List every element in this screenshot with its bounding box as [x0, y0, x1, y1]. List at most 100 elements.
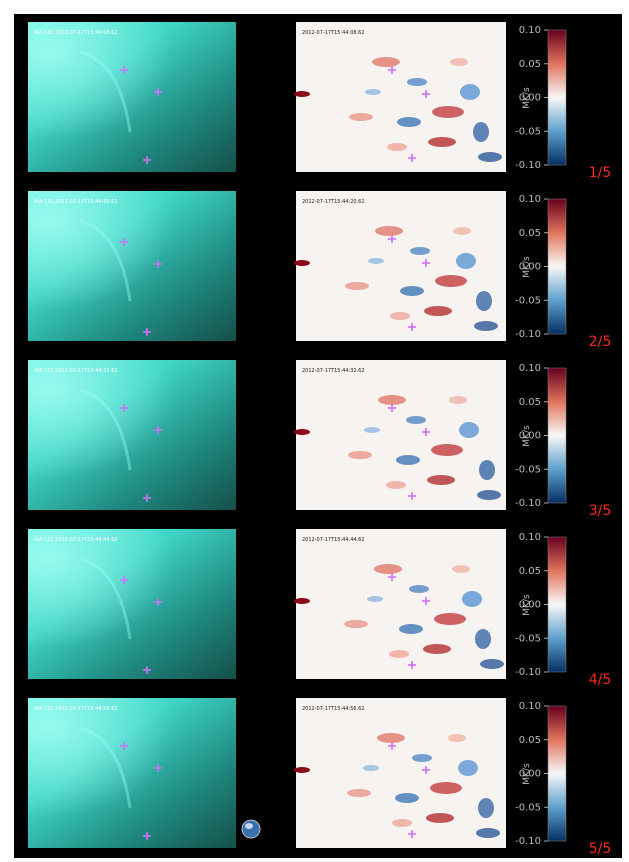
velocity-feature: [448, 734, 466, 742]
velocity-feature: [374, 564, 402, 574]
velocity-feature: [458, 760, 478, 776]
velocity-feature: [412, 754, 432, 762]
aia-glow: [28, 360, 236, 510]
frame-counter: 5/5: [589, 841, 612, 857]
colorbar-label: MK/s: [522, 87, 532, 109]
limb-feature: [294, 598, 310, 604]
colorbar-tick-label: 0.05: [519, 566, 541, 577]
velocity-feature: [363, 765, 379, 771]
velocity-feature: [377, 733, 405, 743]
velocity-feature: [456, 253, 476, 269]
colorbar-tick-label: 0.05: [519, 397, 541, 408]
velocity-feature: [476, 291, 492, 311]
velocity-feature: [386, 481, 406, 489]
map-label: 2012-07-17T15:44:08.62: [302, 30, 365, 36]
velocity-feature: [423, 644, 451, 654]
colorbar-tick-label: -0.05: [515, 295, 541, 306]
colorbar-tick-label: 0.10: [519, 363, 541, 374]
velocity-feature: [460, 84, 480, 100]
aia-label: AIA 131 2012-07-17T15:44:32.62: [34, 368, 118, 374]
velocity-feature: [410, 247, 430, 255]
earth-land: [245, 823, 253, 829]
velocity-feature: [426, 813, 454, 823]
velocity-feature: [372, 57, 400, 67]
colorbar: [548, 368, 566, 503]
map-label: 2012-07-17T15:44:20.62: [302, 199, 365, 205]
velocity-feature: [477, 490, 501, 500]
aia-glow: [28, 698, 236, 848]
velocity-feature: [396, 455, 420, 465]
colorbar-label: MK/s: [522, 594, 532, 616]
map-label: 2012-07-17T15:44:44.62: [302, 537, 365, 543]
velocity-feature: [424, 306, 452, 316]
velocity-feature: [390, 312, 410, 320]
colorbar-tick-label: -0.10: [515, 329, 541, 340]
colorbar-tick-label: 0.10: [519, 194, 541, 205]
velocity-feature: [452, 565, 470, 573]
velocity-feature: [473, 122, 489, 142]
velocity-feature: [368, 258, 384, 264]
velocity-feature: [478, 798, 494, 818]
velocity-feature: [450, 58, 468, 66]
limb-feature: [294, 767, 310, 773]
aia-label: AIA 131 2012-07-17T15:44:20.62: [34, 199, 118, 205]
velocity-feature: [399, 624, 423, 634]
velocity-feature: [475, 629, 491, 649]
velocity-feature: [480, 659, 504, 669]
limb-feature: [294, 91, 310, 97]
velocity-feature: [389, 650, 409, 658]
velocity-feature: [427, 475, 455, 485]
frame-counter: 1/5: [589, 165, 612, 181]
colorbar-tick-label: 0.10: [519, 25, 541, 36]
colorbar-label: MK/s: [522, 425, 532, 447]
velocity-feature: [459, 422, 479, 438]
velocity-feature: [397, 117, 421, 127]
velocity-feature: [395, 793, 419, 803]
velocity-feature: [348, 451, 372, 459]
velocity-feature: [434, 613, 466, 625]
velocity-feature: [462, 591, 482, 607]
velocity-feature: [431, 444, 463, 456]
colorbar: [548, 30, 566, 165]
aia-glow: [28, 529, 236, 679]
velocity-feature: [392, 819, 412, 827]
aia-label: AIA 131 2012-07-17T15:44:56.62: [34, 706, 118, 712]
velocity-feature: [432, 106, 464, 118]
colorbar-label: MK/s: [522, 256, 532, 278]
frame-counter: 3/5: [589, 503, 612, 519]
aia-glow: [28, 191, 236, 341]
velocity-feature: [344, 620, 368, 628]
velocity-feature: [435, 275, 467, 287]
colorbar: [548, 537, 566, 672]
frame-counter: 2/5: [589, 334, 612, 350]
limb-feature: [294, 260, 310, 266]
colorbar-tick-label: 0.10: [519, 701, 541, 712]
velocity-feature: [406, 416, 426, 424]
colorbar-tick-label: 0.05: [519, 59, 541, 70]
colorbar-tick-label: -0.05: [515, 464, 541, 475]
velocity-feature: [430, 782, 462, 794]
colorbar: [548, 706, 566, 841]
limb-feature: [294, 429, 310, 435]
velocity-feature: [476, 828, 500, 838]
velocity-feature: [364, 427, 380, 433]
colorbar-tick-label: 0.05: [519, 735, 541, 746]
velocity-feature: [479, 460, 495, 480]
velocity-feature: [387, 143, 407, 151]
map-label: 2012-07-17T15:44:32.62: [302, 368, 365, 374]
velocity-feature: [375, 226, 403, 236]
colorbar-label: MK/s: [522, 763, 532, 785]
colorbar-tick-label: -0.10: [515, 667, 541, 678]
colorbar-tick-label: -0.05: [515, 126, 541, 137]
colorbar-tick-label: -0.10: [515, 160, 541, 171]
colorbar: [548, 199, 566, 334]
colorbar-tick-label: -0.05: [515, 802, 541, 813]
colorbar-tick-label: -0.10: [515, 836, 541, 847]
aia-label: AIA 131 2012-07-17T15:44:08.62: [34, 30, 118, 36]
frame-counter: 4/5: [589, 672, 612, 688]
map-label: 2012-07-17T15:44:56.62: [302, 706, 365, 712]
velocity-feature: [347, 789, 371, 797]
colorbar-tick-label: -0.10: [515, 498, 541, 509]
velocity-feature: [378, 395, 406, 405]
earth-scale-icon: [242, 820, 260, 838]
